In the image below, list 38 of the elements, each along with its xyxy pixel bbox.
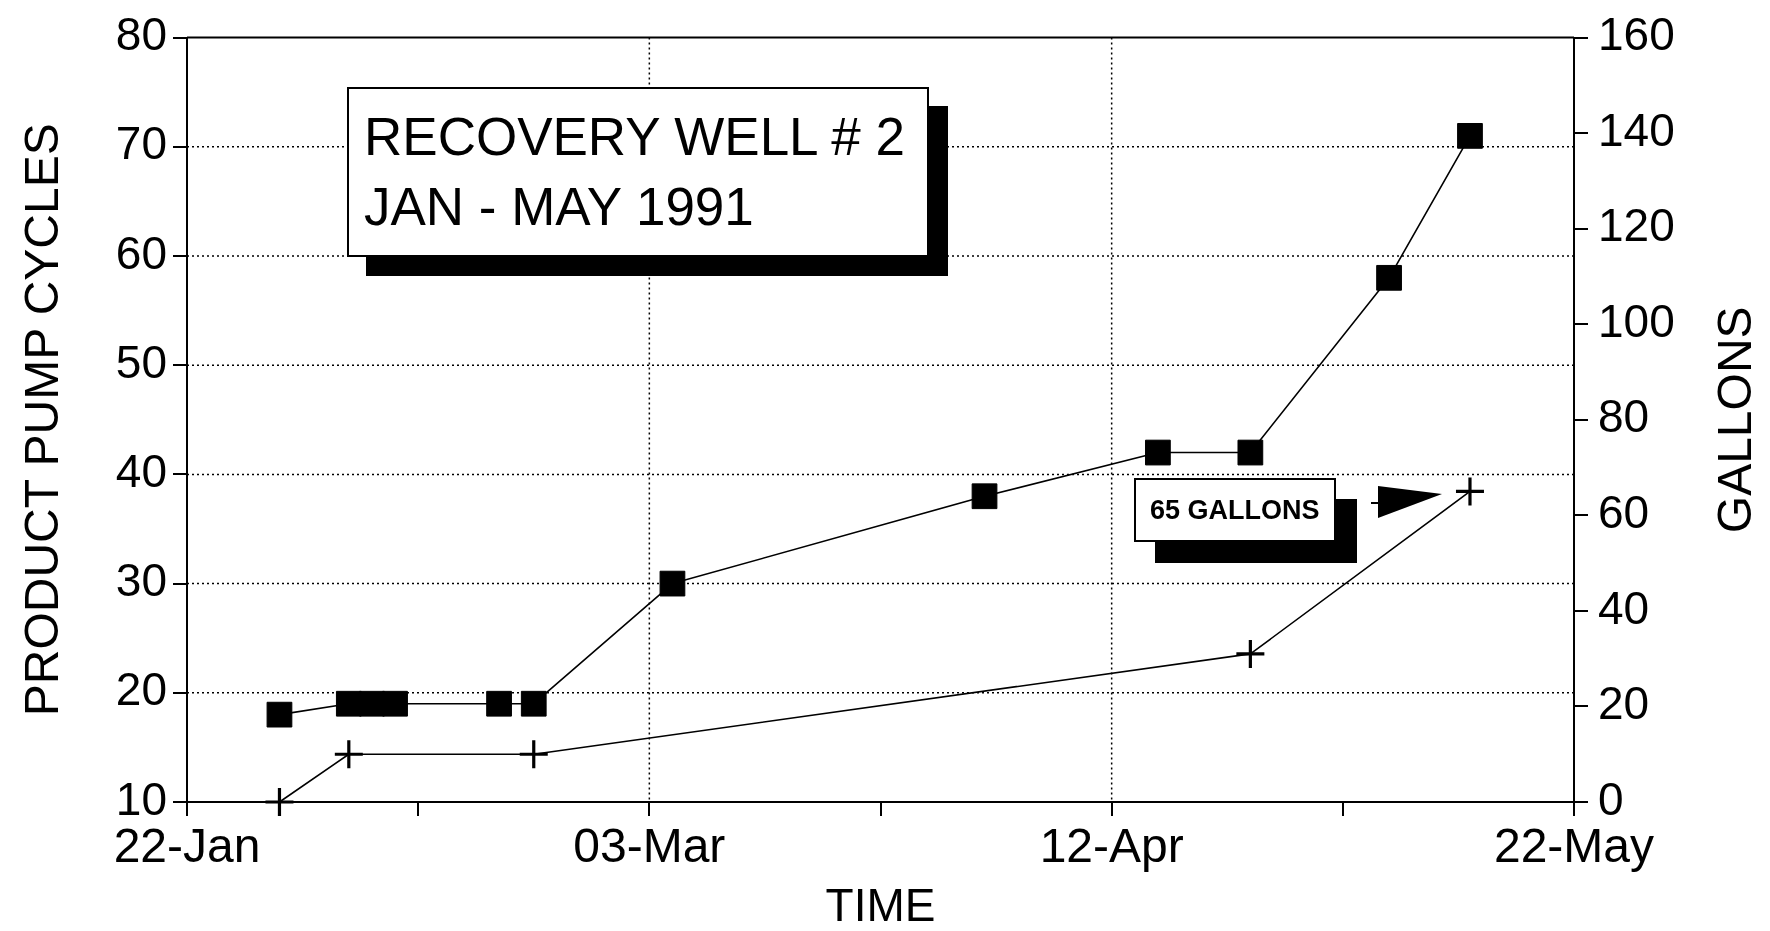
y-tick-label: 80: [115, 8, 167, 61]
point: [266, 701, 293, 728]
point: [486, 690, 512, 717]
point: [971, 483, 998, 510]
y2-tick-label: 100: [1598, 294, 1675, 347]
point: [1455, 477, 1484, 506]
point: [1236, 639, 1265, 668]
point: [659, 570, 686, 597]
x-tick-label: 03-Mar: [573, 819, 726, 873]
point: [519, 740, 548, 769]
point: [265, 788, 294, 816]
point: [1237, 439, 1264, 466]
point: [334, 740, 363, 769]
annotation: 65 GALLONS: [1150, 495, 1320, 525]
y2-tick-label: 20: [1598, 677, 1650, 730]
point: [520, 690, 547, 717]
y-axis-title: PRODUCT PUMP CYCLES: [15, 123, 69, 717]
x-axis-title: TIME: [825, 878, 936, 931]
point: [1457, 123, 1483, 149]
y-tick-label: 20: [115, 663, 167, 716]
y2-tick-label: 160: [1598, 8, 1675, 61]
y-tick-label: 50: [115, 335, 167, 388]
y2-tick-label: 140: [1598, 103, 1675, 156]
y-tick-label: 40: [115, 445, 167, 498]
y2-tick-label: 40: [1598, 581, 1650, 634]
point: [1376, 264, 1402, 291]
point: [1145, 439, 1171, 466]
y-tick-label: 70: [115, 117, 167, 170]
point: [335, 690, 362, 717]
point: [382, 690, 408, 717]
point: [359, 690, 385, 717]
x-tick-label: 12-Apr: [1039, 819, 1184, 873]
y2-tick-label: 120: [1598, 199, 1675, 252]
y2-axis-title: GALLONS: [1708, 306, 1762, 534]
y-tick-label: 60: [115, 226, 167, 279]
y-tick-label: 30: [115, 554, 167, 607]
y2-tick-label: 80: [1598, 390, 1650, 443]
y2-tick-label: 60: [1598, 486, 1650, 539]
